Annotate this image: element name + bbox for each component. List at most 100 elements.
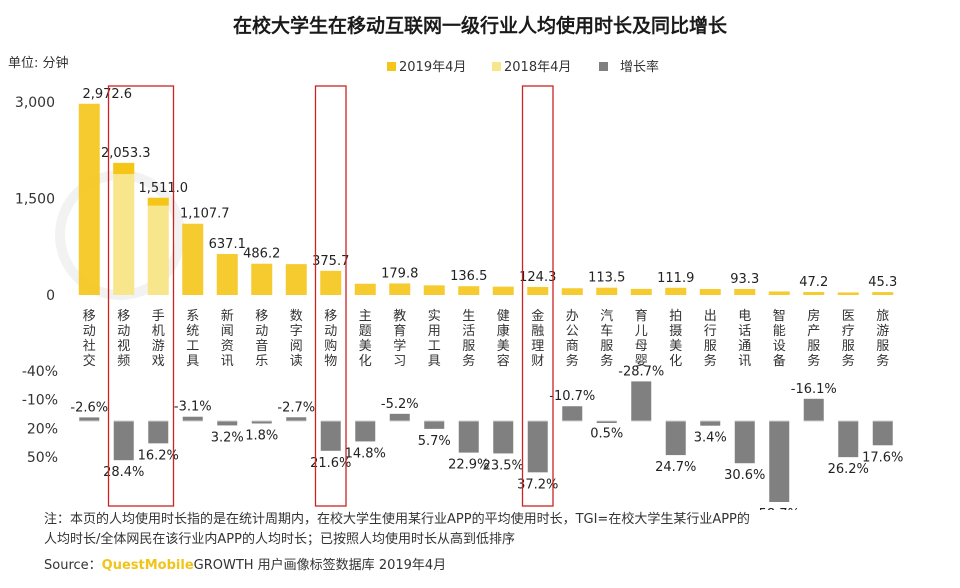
category-char: 理 (531, 339, 544, 354)
legend-label-2018: 2018年4月 (504, 60, 571, 75)
highlight-box (521, 85, 554, 507)
category-char: 活 (462, 324, 475, 339)
category-char: 音 (255, 338, 268, 354)
growth-label: -2.6% (70, 400, 108, 415)
category-char: 话 (738, 324, 751, 339)
bar-2019 (78, 103, 100, 296)
growth-label: -10.7% (549, 389, 595, 404)
growth-bar (458, 421, 479, 453)
category-char: 阅 (290, 339, 303, 354)
category-char: 服 (600, 339, 613, 354)
category-char: 工 (428, 339, 441, 354)
category-char: 系 (186, 309, 199, 324)
category-char: 动 (324, 324, 337, 339)
bar-2019 (113, 162, 135, 295)
growth-bar (217, 421, 238, 426)
value-label: 1,511.0 (138, 181, 188, 196)
growth-label: -28.7% (618, 364, 664, 379)
value-label: 486.2 (243, 247, 280, 262)
value-label: 124.3 (519, 270, 556, 285)
category-label: 育儿母婴 (635, 308, 648, 369)
bars-2019 (78, 103, 894, 296)
category-label: 房产服务 (807, 308, 820, 369)
category-char: 务 (600, 353, 613, 369)
category-label: 新闻资讯 (221, 308, 234, 369)
category-char: 服 (876, 339, 889, 354)
growth-bar (700, 421, 721, 426)
growth-label: 5.7% (418, 434, 451, 449)
y-tick-label: 3,000 (15, 95, 55, 111)
category-char: 美 (359, 339, 372, 354)
growth-axis: -40% -10% 20% 50% (22, 364, 58, 466)
category-char: 学 (393, 338, 406, 354)
category-char: 戏 (152, 354, 165, 369)
unit-label: 单位: 分钟 (8, 55, 69, 71)
value-label: 179.8 (381, 266, 418, 281)
category-char: 医 (842, 309, 855, 324)
category-char: 移 (117, 309, 130, 324)
category-char: 拍 (669, 309, 682, 324)
category-char: 容 (497, 353, 510, 369)
category-label: 移动视频 (117, 309, 130, 369)
category-char: 育 (393, 323, 406, 339)
category-char: 数 (290, 309, 303, 324)
category-char: 具 (186, 354, 199, 369)
growth-bar (665, 421, 686, 456)
category-char: 设 (773, 339, 786, 354)
highlight-boxes (107, 85, 554, 507)
category-char: 务 (842, 353, 855, 369)
bar-2019 (596, 287, 618, 295)
source-brand: QuestMobile (101, 558, 194, 573)
category-label: 移动社交 (83, 309, 96, 369)
growth-label: -2.7% (277, 400, 315, 415)
bar-2019 (216, 254, 238, 295)
bar-2019 (665, 287, 687, 295)
category-char: 育 (635, 308, 648, 324)
value-label: 45.3 (868, 275, 897, 290)
bar-2019 (768, 291, 790, 295)
category-label: 办公商务 (566, 309, 579, 369)
category-char: 实 (428, 309, 441, 324)
growth-bar (182, 416, 203, 421)
category-label: 系统工具 (186, 309, 199, 369)
category-label: 金融理财 (531, 308, 544, 369)
y-tick-label: 0 (46, 288, 55, 304)
chart-canvas: 在校大学生在移动互联网一级行业人均使用时长及同比增长 单位: 分钟 2019年4… (8, 14, 903, 510)
category-char: 工 (186, 339, 199, 354)
growth-bar (113, 421, 134, 461)
category-label: 医疗服务 (842, 309, 855, 369)
category-char: 游 (152, 339, 165, 354)
category-char: 移 (324, 309, 337, 324)
highlight-box (107, 85, 175, 507)
category-char: 化 (669, 354, 682, 369)
category-char: 频 (117, 354, 130, 369)
category-label: 拍摄美化 (669, 309, 682, 369)
category-char: 电 (738, 309, 751, 324)
bar-2019-cap (113, 162, 135, 175)
category-char: 房 (807, 308, 820, 324)
growth-tick-label: -40% (22, 364, 58, 380)
category-char: 健 (497, 309, 510, 324)
value-label: 93.3 (730, 272, 759, 287)
growth-label: 28.4% (103, 465, 144, 480)
value-label: 111.9 (657, 271, 694, 286)
value-label: 1,107.7 (180, 207, 230, 222)
category-char: 旅 (876, 309, 889, 324)
category-labels: 移动社交移动视频手机游戏系统工具新闻资讯移动音乐数字阅读移动购物主题美化教育学习… (83, 308, 890, 369)
growth-bar (493, 421, 514, 454)
category-label: 教育学习 (393, 308, 406, 369)
growth-label: -5.2% (381, 397, 419, 412)
growth-label: 24.7% (655, 460, 696, 475)
value-label: 2,972.6 (82, 87, 132, 102)
category-char: 美 (497, 339, 510, 354)
category-char: 闻 (221, 324, 234, 339)
category-label: 数字阅读 (290, 309, 303, 369)
category-char: 服 (842, 339, 855, 354)
growth-label: 26.2% (828, 462, 869, 477)
bar-2019 (285, 264, 307, 295)
category-label: 电话通讯 (738, 309, 751, 369)
category-char: 游 (876, 324, 889, 339)
category-char: 统 (186, 324, 199, 339)
category-char: 乐 (255, 354, 268, 369)
bar-2019 (389, 283, 411, 295)
